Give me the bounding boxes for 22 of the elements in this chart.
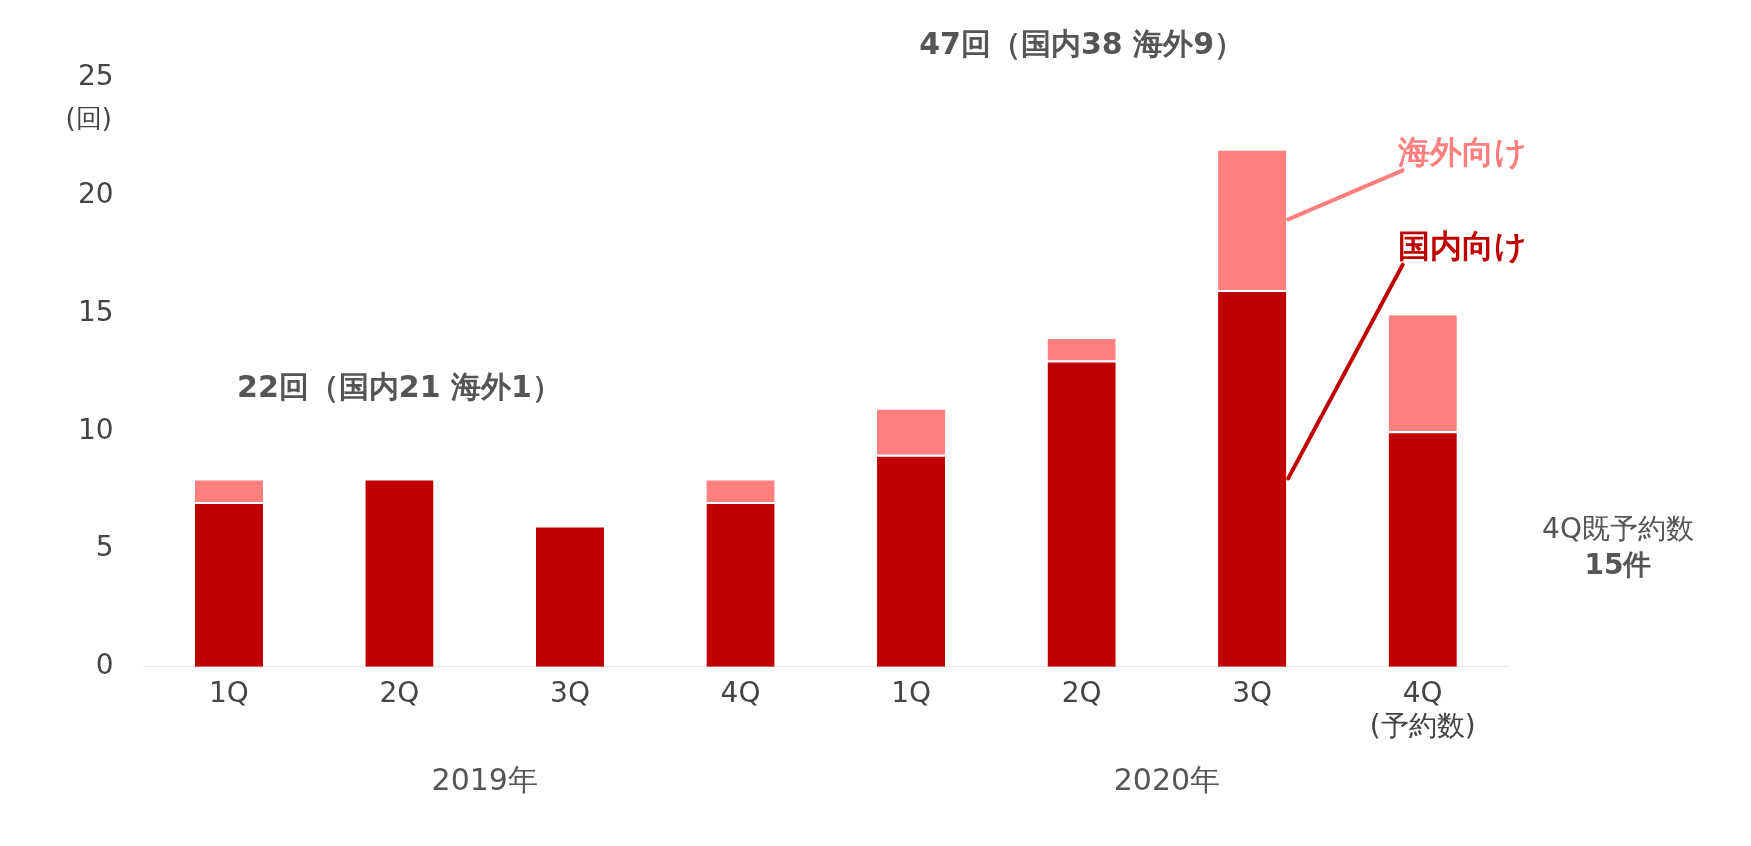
- y-tick-label: 20: [77, 177, 114, 211]
- text: 国内向け: [1398, 226, 1528, 265]
- y-tick-label: 15: [77, 294, 114, 328]
- y-tick-label: 0: [95, 648, 114, 682]
- y-tick-label: 25: [77, 59, 114, 93]
- x-tick-label: 1Q: [891, 675, 932, 709]
- x-tick-label: 1Q: [208, 675, 249, 709]
- text: 海外向け: [1397, 132, 1528, 171]
- text: 4Q既予約数 15件: [1542, 512, 1694, 582]
- x-tick-label: 3Q: [1232, 675, 1273, 709]
- y-tick-label: 5: [95, 530, 114, 564]
- y-tick-label: 10: [77, 412, 114, 446]
- text: 2019年: [431, 761, 538, 797]
- x-tick-label: 4Q: [720, 675, 761, 709]
- text: 2020年: [1113, 761, 1221, 797]
- annotation: 22回（国内21 海外1）: [237, 368, 562, 404]
- x-tick-label: 2Q: [1061, 675, 1102, 709]
- x-tick-label: 3Q: [550, 675, 590, 709]
- x-tick-label: 2Q: [379, 675, 420, 709]
- x-tick-label: 4Q (予約数): [1369, 675, 1476, 743]
- text: 47回（国内38 海外9）: [919, 25, 1245, 61]
- y-axis-title: (回): [65, 102, 112, 133]
